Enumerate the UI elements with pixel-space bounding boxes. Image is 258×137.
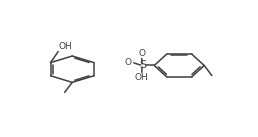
Text: O: O bbox=[124, 58, 131, 67]
Text: OH: OH bbox=[59, 42, 72, 51]
Text: OH: OH bbox=[135, 73, 149, 82]
Text: O: O bbox=[138, 49, 145, 58]
Text: S: S bbox=[140, 61, 147, 71]
